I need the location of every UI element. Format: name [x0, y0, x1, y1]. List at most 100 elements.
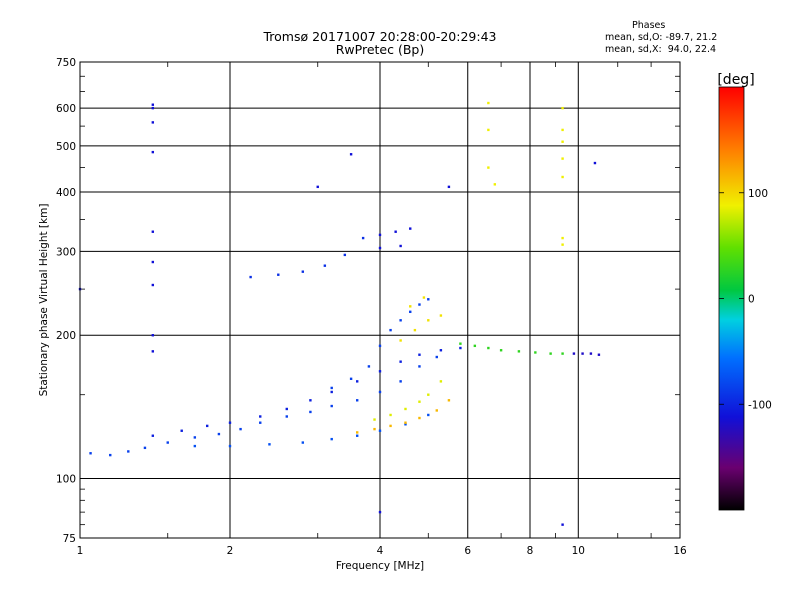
data-point	[151, 260, 155, 264]
y-tick-label: 750	[56, 57, 76, 69]
y-tick-label: 500	[56, 141, 76, 153]
data-point	[413, 328, 417, 332]
data-point	[285, 415, 288, 418]
data-point	[343, 253, 347, 257]
data-point	[561, 157, 564, 160]
data-point	[447, 399, 451, 402]
y-axis-ticks: 75 100 200 300 400 500 600 750	[56, 57, 680, 545]
data-point	[418, 365, 421, 368]
data-point	[378, 510, 382, 514]
plot-frame	[79, 61, 681, 539]
data-point	[180, 429, 183, 432]
data-point	[193, 444, 197, 448]
data-point	[399, 360, 402, 363]
data-point	[439, 314, 443, 317]
data-point	[323, 264, 327, 267]
data-point	[205, 424, 209, 428]
x-tick-label: 8	[527, 545, 534, 557]
data-point	[517, 350, 521, 353]
x-tick-label: 4	[377, 545, 384, 557]
data-point	[409, 227, 412, 230]
data-point	[389, 424, 392, 428]
data-point	[151, 230, 155, 233]
data-point	[349, 377, 353, 380]
data-point	[330, 404, 333, 408]
data-point	[427, 393, 430, 396]
data-point	[316, 185, 319, 189]
x-axis-label: Frequency [MHz]	[336, 560, 424, 572]
data-point	[487, 346, 490, 350]
data-point	[151, 150, 155, 154]
data-point	[285, 407, 288, 411]
data-point	[561, 106, 564, 110]
data-point	[277, 273, 280, 276]
data-point	[259, 415, 262, 418]
data-point	[378, 370, 382, 373]
data-point	[399, 319, 402, 322]
x-tick-label: 10	[572, 545, 585, 557]
data-point	[373, 427, 376, 431]
data-point	[228, 421, 232, 424]
data-point	[378, 429, 382, 432]
data-point	[427, 298, 430, 301]
data-point	[89, 452, 92, 455]
data-point	[389, 328, 392, 332]
data-point	[228, 444, 232, 448]
data-point	[399, 339, 402, 342]
data-point	[399, 244, 402, 248]
y-tick-label: 300	[56, 246, 76, 258]
data-point	[487, 166, 490, 169]
data-point	[151, 121, 155, 124]
data-points	[78, 101, 601, 526]
y-tick-label: 600	[56, 103, 76, 115]
x-axis-ticks: 1 2 4 6 8 10 16	[77, 62, 687, 557]
data-point	[378, 390, 382, 394]
data-point	[166, 441, 169, 444]
data-point	[268, 443, 271, 446]
grid-lines	[80, 62, 680, 538]
data-point	[439, 380, 443, 383]
data-point	[549, 352, 552, 355]
data-point	[561, 352, 564, 355]
data-point	[309, 410, 312, 414]
data-point	[561, 236, 564, 240]
data-point	[439, 349, 443, 352]
data-point	[404, 421, 407, 424]
data-point	[378, 344, 382, 348]
data-point	[418, 400, 421, 403]
data-point	[447, 185, 451, 189]
data-point	[151, 283, 155, 287]
data-point	[597, 353, 601, 356]
data-point	[427, 319, 430, 322]
data-point	[487, 128, 490, 132]
data-point	[404, 407, 407, 411]
x-tick-label: 6	[464, 545, 471, 557]
data-point	[561, 243, 564, 246]
data-point	[373, 418, 376, 421]
data-point	[355, 380, 359, 383]
y-tick-label: 200	[56, 330, 76, 342]
data-point	[217, 432, 221, 436]
data-point	[418, 303, 421, 306]
data-point	[399, 380, 402, 383]
y-tick-label: 100	[56, 474, 76, 486]
phases-title: Phases	[632, 20, 666, 31]
data-point	[459, 346, 462, 350]
data-point	[151, 334, 155, 337]
data-point	[418, 416, 421, 420]
data-point	[561, 175, 564, 179]
y-tick-label: 400	[56, 187, 76, 199]
data-point	[389, 413, 392, 417]
data-point	[499, 349, 503, 352]
data-point	[151, 103, 155, 106]
data-point	[409, 305, 412, 308]
data-point	[493, 183, 497, 186]
data-point	[589, 352, 593, 355]
data-point	[143, 446, 147, 450]
data-point	[367, 365, 371, 368]
data-point	[109, 453, 112, 457]
data-point	[459, 342, 462, 345]
x-tick-label: 1	[77, 545, 84, 557]
data-point	[435, 409, 438, 412]
